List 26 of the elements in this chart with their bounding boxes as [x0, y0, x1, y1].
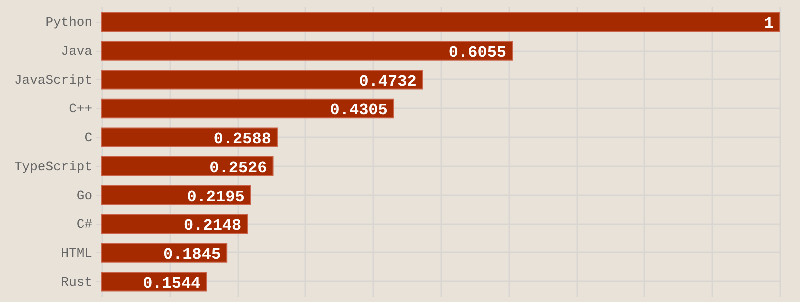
y-tick-label: C	[84, 130, 93, 146]
y-tick-label: TypeScript	[14, 159, 92, 174]
y-tick-label: JavaScript	[14, 72, 92, 88]
data-label: 0.2588	[214, 130, 272, 149]
data-label: 1	[764, 15, 774, 34]
bar	[102, 12, 780, 32]
data-label: 0.2526	[210, 159, 268, 178]
y-tick-label: Java	[61, 44, 93, 60]
y-tick-label: Go	[76, 188, 92, 204]
y-tick-label: C#	[76, 217, 93, 232]
data-label: 0.1845	[163, 246, 222, 264]
bar	[102, 70, 424, 90]
y-tick-label: HTML	[61, 246, 92, 261]
data-label: 0.1544	[143, 274, 202, 293]
y-tick-label: Python	[46, 15, 92, 30]
data-label: 0.2195	[187, 188, 245, 206]
y-tick-label: Rust	[61, 274, 92, 290]
data-label: 0.6055	[448, 44, 507, 62]
bar	[102, 128, 278, 148]
bar	[102, 98, 394, 119]
bar	[102, 156, 274, 176]
data-label: 0.4732	[359, 72, 417, 91]
bar	[102, 41, 514, 61]
y-tick-label: C++	[69, 102, 93, 117]
data-label: 0.4305	[330, 102, 388, 120]
data-label: 0.2148	[184, 217, 242, 236]
